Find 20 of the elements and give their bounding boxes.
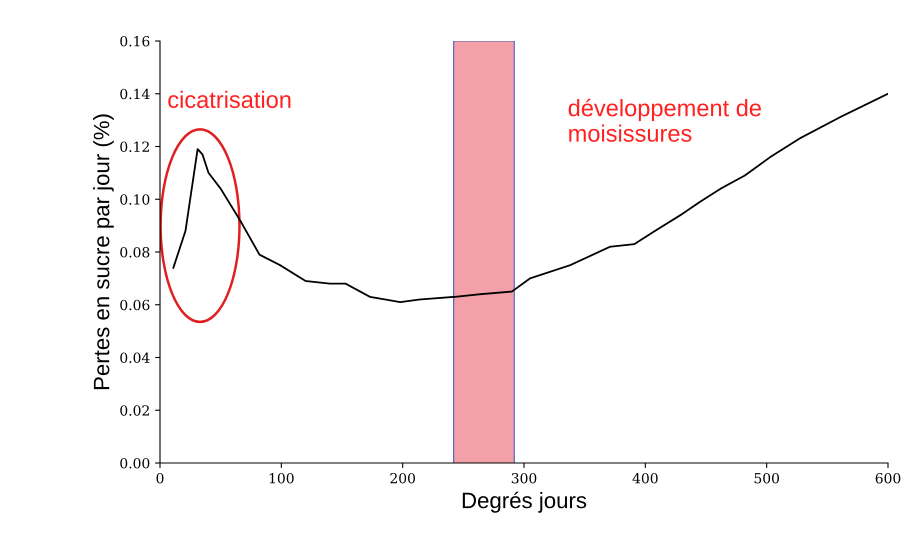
- x-axis-title: Degrés jours: [462, 492, 586, 513]
- y-tick-label: 0.12: [120, 141, 149, 152]
- x-tick-label: 300: [512, 472, 536, 484]
- x-tick-label: 600: [876, 472, 900, 484]
- annotation: développement de moisissures: [568, 98, 761, 142]
- y-tick-label: 0.02: [120, 405, 149, 416]
- annotation: cicatrisation: [168, 90, 290, 108]
- x-tick-label: 200: [390, 472, 415, 484]
- x-tick-label: 500: [754, 472, 779, 484]
- x-tick-label: 0: [156, 472, 164, 484]
- y-tick-label: 0.00: [120, 458, 150, 468]
- y-axis-title: Pertes en sucre par jour (%): [93, 114, 114, 390]
- y-tick-label: 0.16: [120, 36, 150, 46]
- y-tick-label: 0.10: [120, 194, 150, 205]
- y-tick-label: 0.06: [120, 300, 150, 310]
- y-tick-label: 0.08: [120, 246, 150, 258]
- y-tick-label: 0.14: [120, 88, 150, 100]
- x-tick-label: 400: [632, 472, 658, 484]
- x-tick-label: 100: [270, 472, 294, 484]
- y-tick-label: 0.04: [120, 352, 150, 363]
